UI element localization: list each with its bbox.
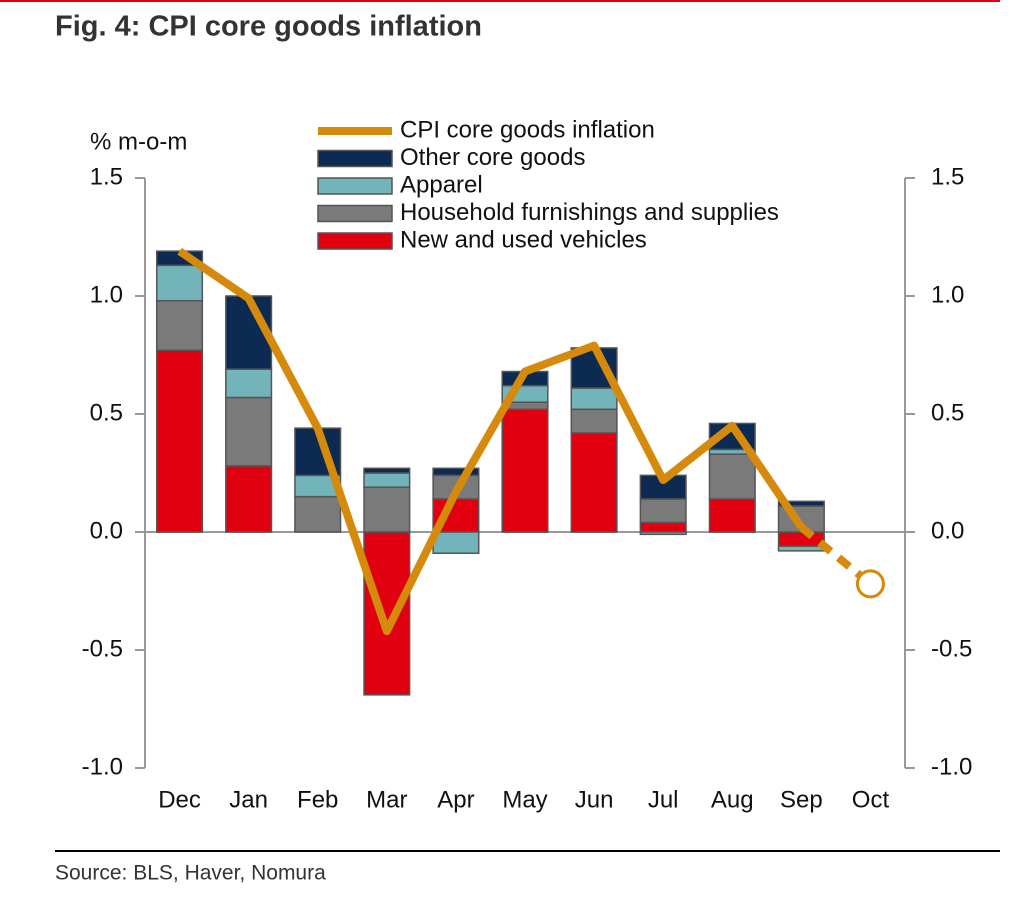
legend-label: CPI core goods inflation	[400, 116, 655, 143]
chart-title: Fig. 4: CPI core goods inflation	[55, 11, 482, 43]
x-tick-label: Dec	[158, 786, 201, 813]
bar-segment	[432, 531, 480, 554]
bar-segment	[777, 545, 825, 552]
line-end-marker	[855, 569, 885, 599]
bar-segment	[708, 498, 756, 533]
x-tick-label: Jan	[229, 786, 268, 813]
bar-segment	[777, 531, 825, 547]
y-axis-label: % m-o-m	[90, 128, 187, 155]
bar-segment	[570, 387, 618, 411]
bar-segment	[570, 432, 618, 533]
legend-label: Household furnishings and supplies	[400, 199, 779, 226]
line-projection	[798, 524, 873, 588]
y-tick-label: 1.5	[90, 163, 123, 190]
y2-tick-label: -1.0	[931, 753, 972, 780]
x-tick-label: Mar	[366, 786, 407, 813]
x-tick-label: Sep	[780, 786, 823, 813]
source-note: Source: BLS, Haver, Nomura	[55, 862, 326, 885]
y-tick-label: -1.0	[82, 753, 123, 780]
bar-segment	[155, 299, 204, 352]
legend-swatch	[317, 232, 393, 250]
bar-segment	[225, 396, 273, 467]
bar-segment	[363, 472, 411, 488]
y-tick-label: -0.5	[82, 635, 123, 662]
bar-segment	[501, 408, 549, 533]
bar-segment	[639, 521, 687, 533]
legend-label: Apparel	[400, 171, 483, 198]
bar-segment	[639, 498, 687, 524]
line-series	[177, 247, 805, 636]
bar-segment	[155, 264, 204, 302]
bar-segment	[294, 495, 342, 533]
bar-segment	[363, 467, 411, 474]
legend-swatch	[317, 204, 393, 223]
x-tick-label: Jun	[575, 786, 614, 813]
bar-segment	[225, 295, 273, 370]
y2-tick-label: -0.5	[931, 635, 972, 662]
y2-tick-label: 0.5	[931, 399, 964, 426]
bar-segment	[708, 453, 756, 500]
bar-segment	[363, 531, 411, 696]
legend-swatch	[317, 177, 393, 195]
bar-segment	[155, 349, 204, 533]
legend-label: Other core goods	[400, 144, 585, 171]
y-tick-label: 0.5	[90, 399, 123, 426]
y2-tick-label: 1.0	[931, 281, 964, 308]
bar-segment	[225, 368, 273, 399]
bar-segment	[432, 467, 480, 477]
bar-segment	[777, 500, 825, 507]
x-tick-label: Feb	[297, 786, 338, 813]
x-tick-label: May	[502, 786, 547, 813]
x-tick-label: Oct	[852, 786, 890, 813]
y-tick-label: 0.0	[90, 517, 123, 544]
y2-tick-label: 1.5	[931, 163, 964, 190]
x-tick-label: Jul	[648, 786, 679, 813]
y-tick-label: 1.0	[90, 281, 123, 308]
bar-segment	[639, 531, 687, 536]
bar-segment	[225, 465, 273, 533]
x-tick-label: Aug	[711, 786, 754, 813]
legend-swatch	[317, 149, 393, 168]
bar-segment	[363, 486, 411, 533]
bar-segment	[570, 408, 618, 434]
legend-label: New and used vehicles	[400, 226, 647, 253]
x-tick-label: Apr	[437, 786, 474, 813]
y2-tick-label: 0.0	[931, 517, 964, 544]
